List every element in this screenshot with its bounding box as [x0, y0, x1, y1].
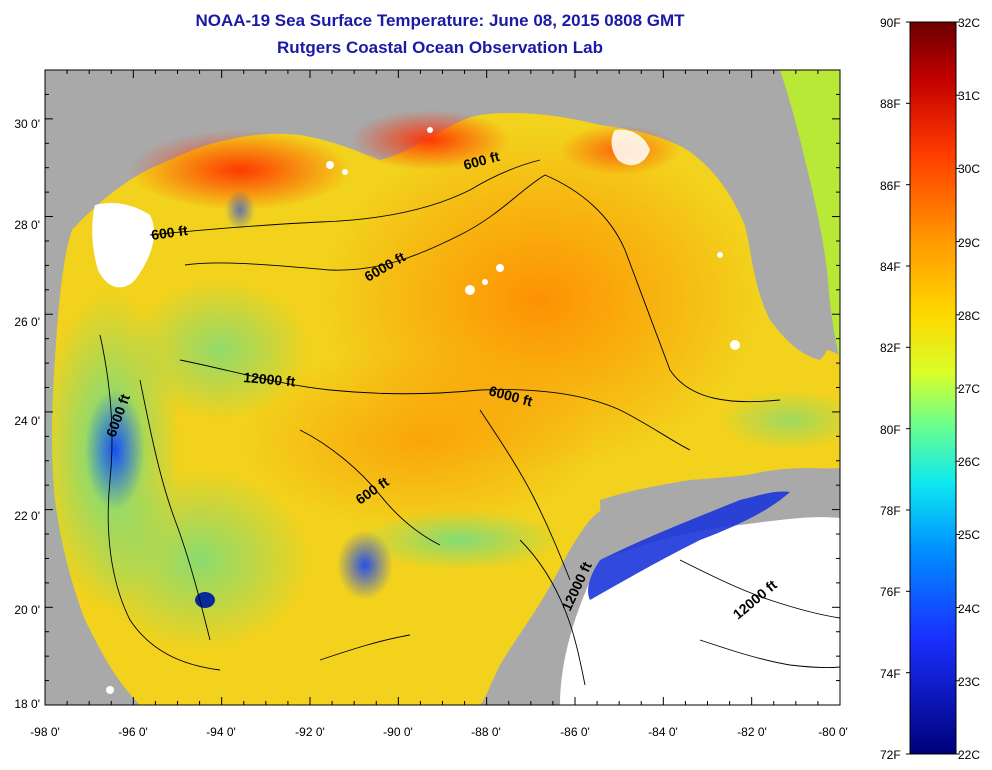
colorbar-c-label: 22C [958, 748, 981, 762]
lon-tick-label: -88 0' [471, 725, 501, 739]
lat-tick-label: 30 0' [14, 117, 40, 131]
cold-spot [337, 530, 393, 600]
map-title: NOAA-19 Sea Surface Temperature: June 08… [195, 11, 685, 30]
lat-tick-label: 24 0' [14, 414, 40, 428]
hot-shelf [350, 110, 510, 170]
cold-band [588, 491, 790, 600]
lon-tick-label: -82 0' [737, 725, 767, 739]
lon-tick-label: -96 0' [118, 725, 148, 739]
lon-tick-label: -98 0' [30, 725, 60, 739]
colorbar-f-label: 88F [880, 97, 901, 111]
cold-spot [195, 592, 215, 608]
lon-tick-label: -84 0' [648, 725, 678, 739]
colorbar-c-label: 30C [958, 162, 981, 176]
lon-tick-label: -90 0' [383, 725, 413, 739]
colorbar-f-label: 72F [880, 748, 901, 762]
plot-area [45, 70, 840, 705]
colorbar-c-label: 32C [958, 16, 981, 30]
lat-tick-label: 22 0' [14, 509, 40, 523]
colorbar-f-label: 86F [880, 179, 901, 193]
map-subtitle: Rutgers Coastal Ocean Observation Lab [277, 38, 603, 57]
colorbar-c-label: 27C [958, 382, 981, 396]
cool-region [90, 470, 310, 650]
cool-region [130, 280, 310, 420]
contour-label: 12000 ft [243, 369, 297, 390]
colorbar-f-label: 78F [880, 504, 901, 518]
cold-spot [225, 190, 255, 230]
atlantic-water [780, 70, 840, 360]
cool-region [720, 390, 840, 450]
lon-tick-label: -86 0' [560, 725, 590, 739]
cloud-speckles [106, 127, 740, 694]
lat-tick-label: 20 0' [14, 603, 40, 617]
florida-land [700, 70, 836, 360]
colorbar-f-label: 82F [880, 341, 901, 355]
cuba-land [600, 468, 840, 545]
lon-tick-label: -80 0' [818, 725, 848, 739]
hot-shelf [130, 130, 350, 210]
depth-contours [99, 159, 840, 686]
colorbar-c-label: 31C [958, 89, 981, 103]
lat-tick-label: 28 0' [14, 218, 40, 232]
colorbar-ticks [906, 21, 960, 755]
warm-region [240, 350, 600, 530]
colorbar-c-label: 25C [958, 528, 981, 542]
colorbar-f-label: 80F [880, 423, 901, 437]
contour-label: 600 ft [150, 222, 189, 243]
colorbar-f-label: 74F [880, 667, 901, 681]
colorbar-f-label: 84F [880, 260, 901, 274]
lat-tick-label: 26 0' [14, 315, 40, 329]
colorbar-c-label: 24C [958, 602, 981, 616]
colorbar-f-label: 90F [880, 16, 901, 30]
axis-ticks [44, 69, 841, 706]
colorbar-c-label: 28C [958, 309, 981, 323]
colorbar-f-label: 76F [880, 585, 901, 599]
colorbar-c-label: 23C [958, 675, 981, 689]
cloud-cover [92, 203, 155, 288]
lon-tick-label: -92 0' [295, 725, 325, 739]
lat-tick-label: 18 0' [14, 697, 40, 711]
cloud-cover [611, 129, 650, 166]
colorbar-c-label: 29C [958, 236, 981, 250]
cold-spot [85, 390, 145, 510]
colorbar-c-label: 26C [958, 455, 981, 469]
lon-tick-label: -94 0' [206, 725, 236, 739]
colorbar [909, 21, 957, 755]
